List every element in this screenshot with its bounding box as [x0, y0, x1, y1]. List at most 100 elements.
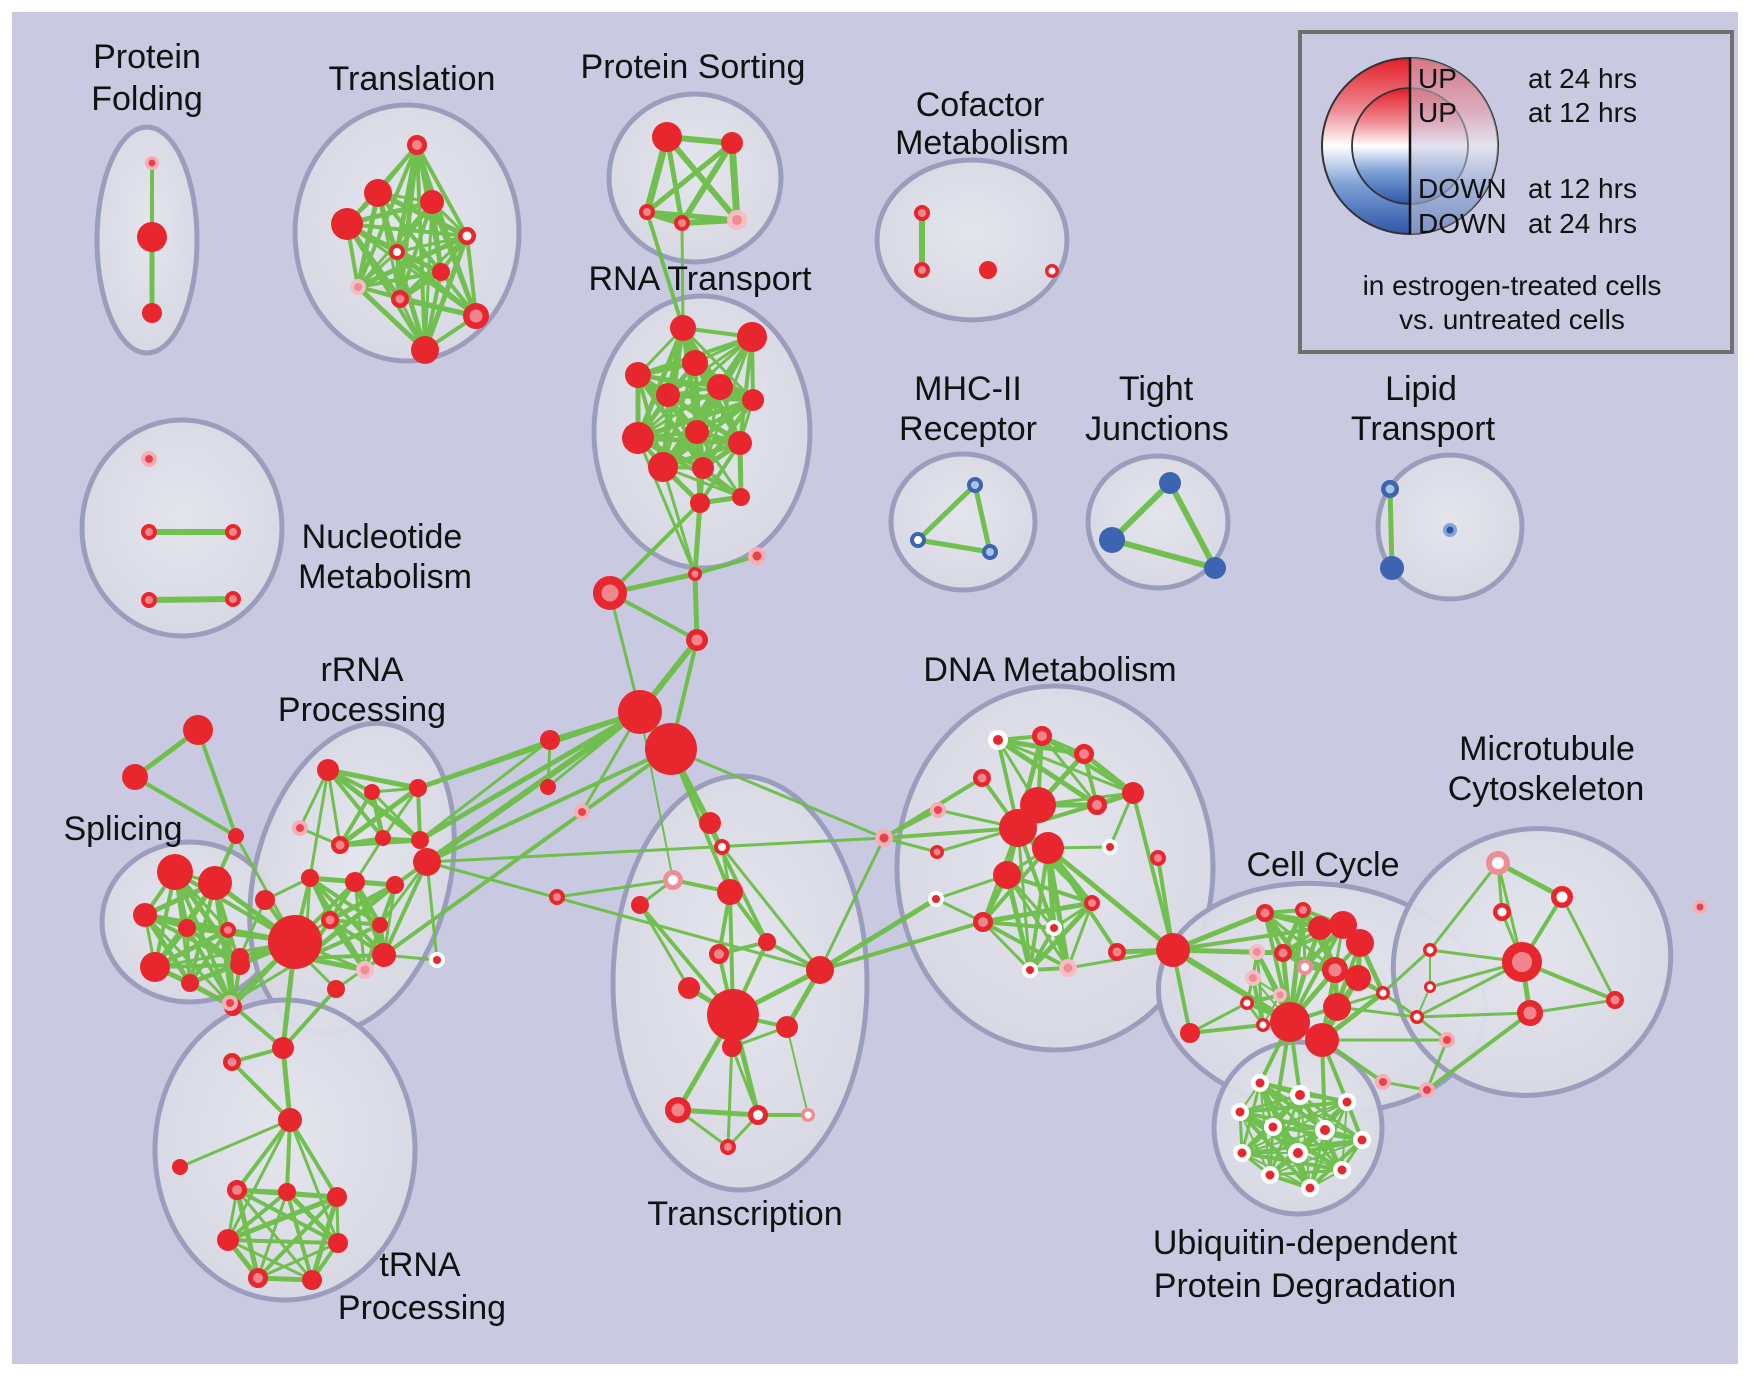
network-edge — [338, 790, 374, 847]
network-node-tl9 — [391, 290, 409, 308]
network-edge — [303, 953, 386, 960]
network-node-tn2 — [272, 1037, 294, 1059]
network-node-rx1 — [540, 730, 560, 750]
network-edge — [1268, 1168, 1344, 1177]
network-edge — [230, 1060, 292, 1122]
network-node-cc11 — [1245, 970, 1261, 986]
network-edge — [429, 199, 479, 319]
network-node-cc18 — [1376, 986, 1390, 1000]
network-edge — [1296, 1138, 1364, 1155]
network-node-ub6 — [1315, 1120, 1335, 1140]
network-node-sp1 — [157, 854, 193, 890]
network-node-hb2 — [645, 723, 697, 775]
network-node-tl3 — [420, 190, 444, 214]
network-node-pf2 — [137, 222, 167, 252]
cluster-label-microtubule-cytoskeleton-line2: Cytoskeleton — [1448, 770, 1645, 808]
cluster-label-lipid-transport-line1: Lipid — [1385, 370, 1457, 408]
network-edge — [185, 926, 192, 985]
network-node-dn22 — [1156, 933, 1190, 967]
network-edge — [1131, 791, 1175, 952]
network-node-dn6 — [930, 845, 944, 859]
network-node-dn11 — [1087, 795, 1107, 815]
network-edge — [415, 143, 469, 238]
network-node-rt4 — [625, 362, 651, 388]
network-node-sp2 — [198, 866, 232, 900]
network-edge — [1188, 1001, 1249, 1035]
cluster-label-cofactor-metabolism-line1: Cofactor — [916, 86, 1045, 124]
network-edge — [608, 501, 702, 595]
network-edge — [981, 920, 1070, 970]
network-edge — [645, 210, 685, 330]
cluster-label-rna-transport-line1: RNA Transport — [589, 260, 813, 298]
cluster-ellipse-nucleotide-metabolism — [79, 417, 285, 639]
network-node-lp2 — [1380, 556, 1404, 580]
network-edge — [786, 1026, 809, 1116]
network-edge — [146, 596, 236, 603]
cluster-label-trna-processing-line1: tRNA — [379, 1246, 461, 1284]
network-node-sp7 — [230, 955, 250, 975]
legend-row-up12-time: at 12 hrs — [1528, 97, 1637, 128]
network-node-rt14 — [732, 488, 750, 506]
network-node-dn2 — [1032, 726, 1052, 746]
network-node-tc4 — [678, 977, 700, 999]
network-node-cc9 — [1322, 957, 1348, 983]
network-edge — [698, 441, 742, 505]
network-edge — [425, 860, 439, 962]
network-node-rr5 — [331, 836, 349, 854]
network-edge — [638, 903, 691, 990]
network-node-rt9 — [622, 422, 654, 454]
network-node-tc5 — [707, 989, 759, 1041]
network-edge — [882, 808, 940, 840]
network-node-dn3 — [1074, 744, 1094, 764]
cluster-label-protein-folding-line1: Protein — [93, 38, 201, 76]
network-edge — [345, 222, 469, 238]
network-edge — [1425, 1038, 1449, 1092]
network-node-dn8 — [999, 809, 1037, 847]
network-edge — [661, 465, 697, 576]
cluster-label-microtubule-cytoskeleton-line1: Microtubule — [1459, 730, 1635, 768]
network-node-rt6 — [656, 383, 680, 407]
network-node-tl8 — [350, 279, 366, 295]
network-node-mt5 — [1502, 942, 1542, 982]
network-edge — [738, 335, 754, 445]
network-edge — [425, 836, 886, 864]
network-edge — [308, 876, 386, 957]
network-edge — [635, 397, 756, 441]
network-node-ub10 — [1261, 1166, 1279, 1184]
network-node-rr13 — [321, 911, 339, 929]
network-edge — [1241, 1129, 1326, 1154]
network-node-cc17 — [1323, 993, 1351, 1021]
network-node-dn10 — [993, 861, 1021, 889]
network-edge — [692, 571, 700, 643]
network-node-lp1 — [1381, 480, 1399, 498]
network-node-tl7 — [432, 263, 450, 281]
cluster-label-splicing-line1: Splicing — [63, 810, 182, 848]
network-node-ub4 — [1231, 1103, 1249, 1121]
legend-caption-line1: in estrogen-treated cells — [1363, 270, 1662, 301]
network-edge — [1560, 895, 1617, 1002]
network-node-tc2 — [709, 944, 729, 964]
cluster-labels: Protein Folding Translation Protein Sorting… — [63, 38, 1644, 1327]
network-edge — [370, 790, 422, 842]
network-node-pf1 — [145, 156, 159, 170]
network-node-tn11 — [248, 1268, 268, 1288]
cluster-label-tight-junctions-line2: Junctions — [1085, 410, 1229, 448]
network-node-tl1 — [407, 135, 427, 155]
cluster-ellipse-cofactor-metabolism — [874, 157, 1070, 323]
network-node-dn12 — [1122, 782, 1144, 804]
network-edge — [818, 836, 886, 972]
cluster-label-rrna-processing-line2: Processing — [278, 691, 446, 729]
network-node-rt8 — [685, 420, 709, 444]
network-node-mt10 — [1693, 900, 1707, 914]
network-node-tn1 — [222, 995, 238, 1011]
legend-row-down12-label: DOWN — [1418, 173, 1507, 204]
network-edge — [1428, 861, 1500, 952]
network-edge — [1238, 1100, 1349, 1114]
network-node-sp8 — [181, 974, 199, 992]
network-node-sp5 — [220, 922, 236, 938]
cluster-label-cell-cycle-line1: Cell Cycle — [1246, 846, 1399, 884]
cluster-label-translation-line1: Translation — [329, 60, 496, 98]
network-edge — [178, 1118, 292, 1169]
network-edge — [337, 785, 421, 848]
network-edge — [972, 482, 993, 555]
